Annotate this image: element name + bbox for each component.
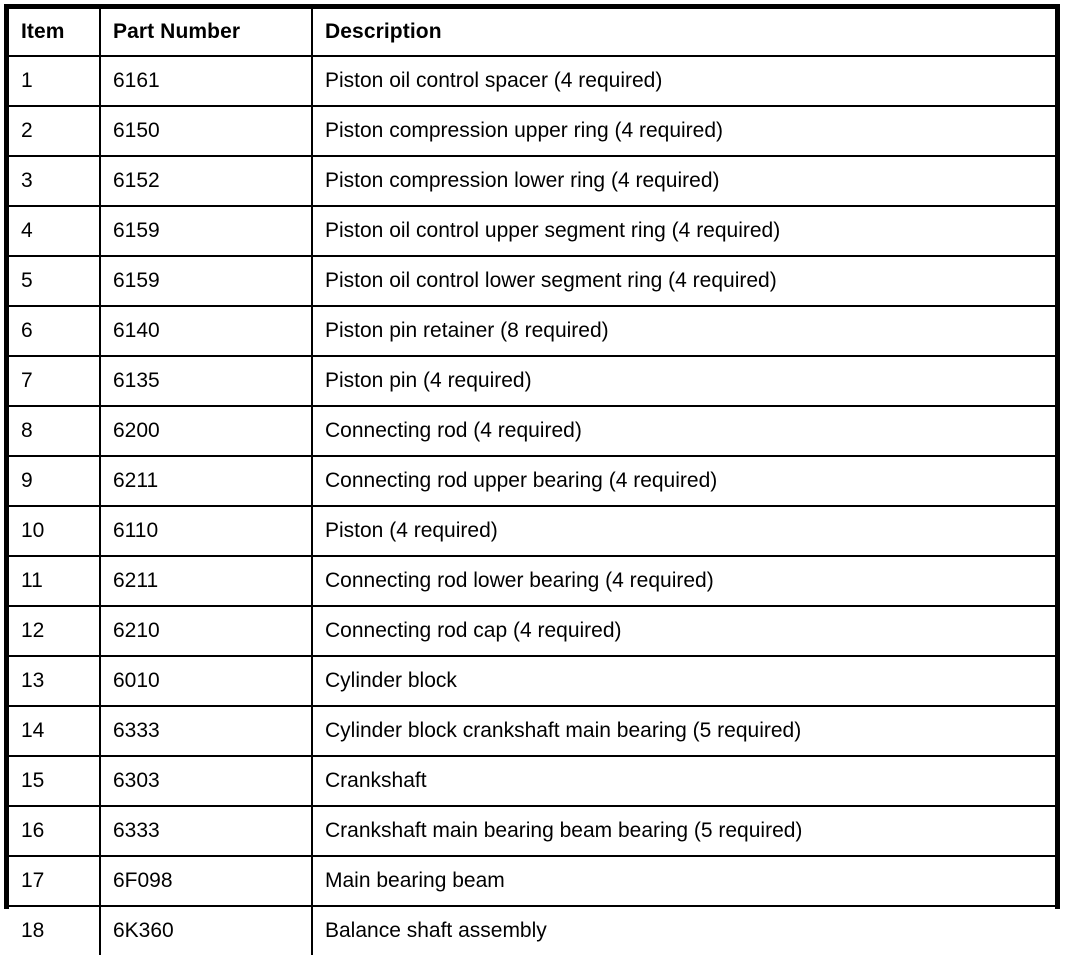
table-row: 18 6K360 Balance shaft assembly (9, 906, 1055, 955)
cell-description: Piston compression lower ring (4 require… (312, 156, 1055, 207)
table-row: 17 6F098 Main bearing beam (9, 856, 1055, 907)
cell-description: Connecting rod upper bearing (4 required… (312, 456, 1055, 507)
cell-part-number: 6152 (100, 156, 313, 207)
cell-part-number: 6211 (100, 456, 313, 507)
cell-description: Connecting rod (4 required) (312, 406, 1055, 457)
cell-item: 18 (9, 906, 101, 955)
cell-part-number: 6211 (100, 556, 313, 607)
cell-item: 6 (9, 306, 101, 357)
table-row: 1 6161 Piston oil control spacer (4 requir… (9, 56, 1055, 107)
cell-description: Piston pin (4 required) (312, 356, 1055, 407)
table-row: 4 6159 Piston oil control upper segment ri… (9, 206, 1055, 257)
cell-description: Main bearing beam (312, 856, 1055, 907)
cell-part-number: 6161 (100, 56, 313, 107)
cell-part-number: 6F098 (100, 856, 313, 907)
table-row: 8 6200 Connecting rod (4 required) (9, 406, 1055, 457)
cell-item: 9 (9, 456, 101, 507)
table-row: 12 6210 Connecting rod cap (4 required) (9, 606, 1055, 657)
column-header-description: Description (312, 9, 1055, 57)
parts-table-container: Item Part Number Description 1 6161 Piston… (4, 4, 1060, 955)
table-row: 10 6110 Piston (4 required) (9, 506, 1055, 557)
table-row: 16 6333 Crankshaft main bearing beam beari… (9, 806, 1055, 857)
cell-part-number: 6333 (100, 806, 313, 857)
cell-part-number: 6159 (100, 256, 313, 307)
table-row: 15 6303 Crankshaft (9, 756, 1055, 807)
cell-item: 16 (9, 806, 101, 857)
column-header-part-number: Part Number (100, 9, 313, 57)
table-row: 7 6135 Piston pin (4 required) (9, 356, 1055, 407)
cell-part-number: 6135 (100, 356, 313, 407)
cell-item: 11 (9, 556, 101, 607)
parts-table: Item Part Number Description 1 6161 Piston… (9, 9, 1055, 955)
cell-description: Crankshaft main bearing beam bearing (5 … (312, 806, 1055, 857)
table-row: 13 6010 Cylinder block (9, 656, 1055, 707)
cell-description: Piston oil control lower segment ring (4… (312, 256, 1055, 307)
cell-part-number: 6210 (100, 606, 313, 657)
cell-part-number: 6110 (100, 506, 313, 557)
cell-part-number: 6150 (100, 106, 313, 157)
cell-item: 13 (9, 656, 101, 707)
cell-description: Cylinder block (312, 656, 1055, 707)
cell-description: Piston (4 required) (312, 506, 1055, 557)
cell-item: 7 (9, 356, 101, 407)
cell-part-number: 6159 (100, 206, 313, 257)
cell-item: 4 (9, 206, 101, 257)
cell-part-number: 6333 (100, 706, 313, 757)
cell-item: 1 (9, 56, 101, 107)
cell-item: 5 (9, 256, 101, 307)
table-header-row: Item Part Number Description (9, 9, 1055, 57)
cell-description: Piston pin retainer (8 required) (312, 306, 1055, 357)
table-row: 5 6159 Piston oil control lower segment ri… (9, 256, 1055, 307)
cell-part-number: 6K360 (100, 906, 313, 955)
table-row: 11 6211 Connecting rod lower bearing (4 re… (9, 556, 1055, 607)
cell-part-number: 6200 (100, 406, 313, 457)
cell-item: 15 (9, 756, 101, 807)
cell-description: Crankshaft (312, 756, 1055, 807)
cell-item: 14 (9, 706, 101, 757)
cell-description: Cylinder block crankshaft main bearing (… (312, 706, 1055, 757)
cell-item: 8 (9, 406, 101, 457)
cell-part-number: 6010 (100, 656, 313, 707)
table-row: 3 6152 Piston compression lower ring (4 re… (9, 156, 1055, 207)
cell-item: 12 (9, 606, 101, 657)
cell-part-number: 6303 (100, 756, 313, 807)
table-row: 6 6140 Piston pin retainer (8 required) (9, 306, 1055, 357)
table-row: 2 6150 Piston compression upper ring (4 re… (9, 106, 1055, 157)
table-row: 14 6333 Cylinder block crankshaft main bea… (9, 706, 1055, 757)
cell-part-number: 6140 (100, 306, 313, 357)
cell-description: Piston compression upper ring (4 require… (312, 106, 1055, 157)
cell-description: Balance shaft assembly (325, 919, 547, 943)
column-header-item: Item (9, 9, 101, 57)
cell-description: Connecting rod cap (4 required) (312, 606, 1055, 657)
cell-description: Connecting rod lower bearing (4 required… (312, 556, 1055, 607)
table-body: 1 6161 Piston oil control spacer (4 requir… (9, 56, 1055, 955)
cell-item: 17 (9, 856, 101, 907)
cell-item: 10 (9, 506, 101, 557)
cell-item: 3 (9, 156, 101, 207)
cell-item: 2 (9, 106, 101, 157)
cell-description: Piston oil control upper segment ring (4… (312, 206, 1055, 257)
table-header: Item Part Number Description (9, 9, 1055, 57)
cell-description: Piston oil control spacer (4 required) (312, 56, 1055, 107)
table-row: 9 6211 Connecting rod upper bearing (4 req… (9, 456, 1055, 507)
